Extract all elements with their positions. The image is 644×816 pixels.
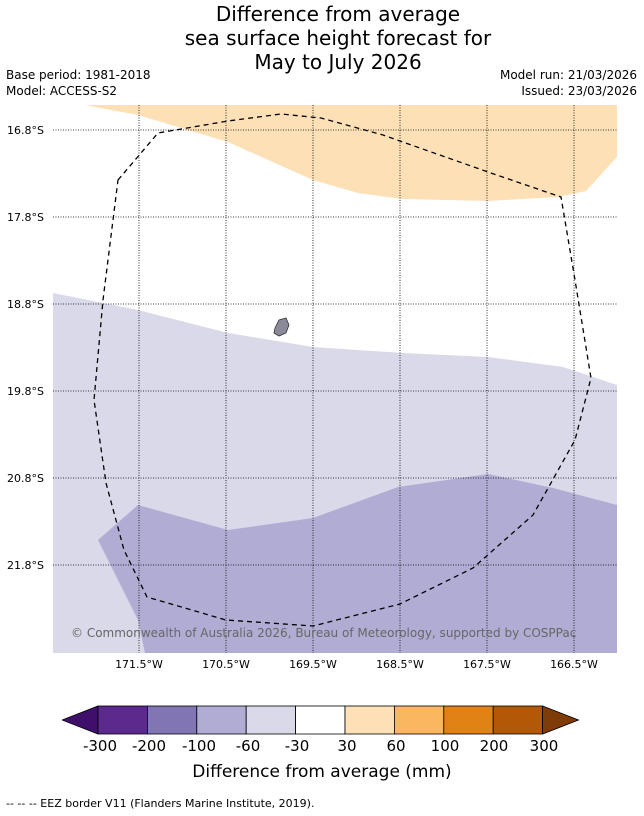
info-right: Model run: 21/03/2026 Issued: 23/03/2026 [500,67,637,99]
colorbar-segment [295,705,346,735]
colorbar [62,705,580,735]
lat-gridlines [53,129,617,566]
lat-label: 17.8°S [7,211,44,224]
colorbar-segment [147,705,198,735]
lat-label: 19.8°S [7,385,44,398]
lon-label: 169.5°W [289,658,337,671]
lon-label: 166.5°W [550,658,598,671]
colorbar-tick: -100 [181,737,217,755]
lon-label: 170.5°W [202,658,250,671]
colorbar-segment [344,705,395,735]
title-line-1: Difference from average [215,2,461,26]
colorbar-tick: 100 [430,737,460,755]
base-period: Base period: 1981-2018 [6,68,151,82]
map-panel [53,105,617,653]
colorbar-tick: 30 [337,737,357,755]
colorbar-tick: -60 [235,737,261,755]
model-name: Model: ACCESS-S2 [6,84,118,98]
anomaly-region-positive-30-60 [85,105,617,201]
lat-label: 16.8°S [7,124,44,137]
colorbar-tick: -300 [82,737,118,755]
lon-label: 167.5°W [463,658,511,671]
map-title: Difference from average sea surface heig… [0,2,644,74]
colorbar-segment [245,705,296,735]
title-line-2: sea surface height forecast for [184,26,492,50]
colorbar-label: Difference from average (mm) [192,762,452,782]
info-left: Base period: 1981-2018 Model: ACCESS-S2 [6,67,151,99]
colorbar-tick: 200 [479,737,509,755]
model-run: Model run: 21/03/2026 [499,68,637,82]
colorbar-segment [97,705,148,735]
lat-label: 21.8°S [7,559,44,572]
lon-label: 168.5°W [376,658,424,671]
colorbar-tick: -30 [284,737,310,755]
colorbar-tick: -200 [131,737,167,755]
eez-border [93,113,592,627]
island-landmass [273,317,290,337]
issued-date: Issued: 23/03/2026 [521,84,637,98]
colorbar-extend-high [542,705,580,735]
copyright-notice: © Commonwealth of Australia 2026, Bureau… [71,626,577,640]
colorbar-segment [492,705,544,735]
lon-label: 171.5°W [115,658,163,671]
lat-label: 20.8°S [7,472,44,485]
title-line-3: May to July 2026 [254,50,422,74]
eez-footnote: -- -- -- EEZ border V11 (Flanders Marine… [6,797,315,810]
colorbar-tick: 60 [386,737,406,755]
colorbar-segment [443,705,494,735]
colorbar-segment [393,705,445,735]
lat-label: 18.8°S [7,298,44,311]
colorbar-extend-low [62,705,99,735]
colorbar-segment [196,705,247,735]
colorbar-tick: 300 [529,737,559,755]
